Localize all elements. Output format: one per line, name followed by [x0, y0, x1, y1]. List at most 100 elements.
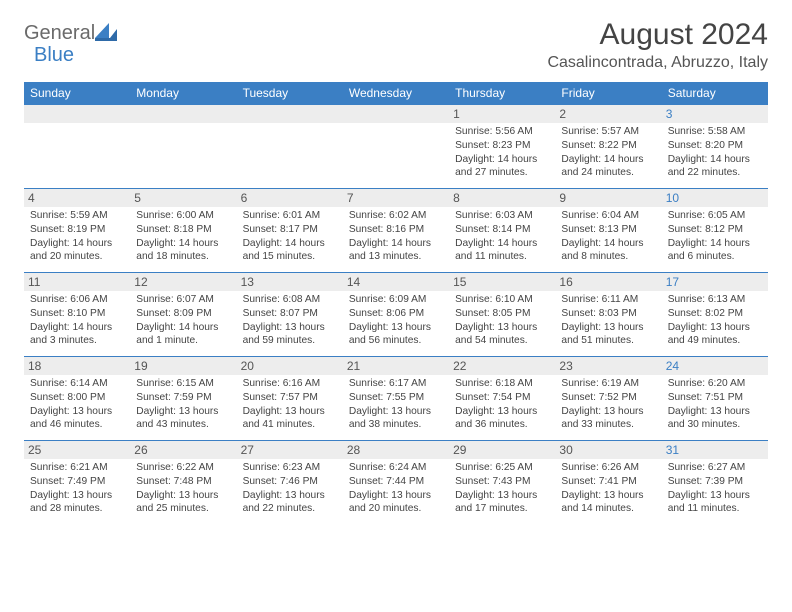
- day-number: 15: [449, 273, 555, 291]
- day-number: 8: [449, 189, 555, 207]
- calendar-cell: 12 Sunrise: 6:07 AMSunset: 8:09 PMDayligh…: [130, 273, 236, 357]
- day-number: 1: [449, 105, 555, 123]
- sun-times-text: Sunrise: 6:04 AMSunset: 8:13 PMDaylight:…: [561, 209, 655, 264]
- month-title: August 2024: [547, 18, 768, 52]
- day-header: Wednesday: [343, 82, 449, 105]
- sun-times-text: Sunrise: 6:13 AMSunset: 8:02 PMDaylight:…: [668, 293, 762, 348]
- calendar-cell: 20 Sunrise: 6:16 AMSunset: 7:57 PMDayligh…: [237, 357, 343, 441]
- location-text: Casalincontrada, Abruzzo, Italy: [547, 54, 768, 72]
- calendar-cell: 30Sunrise: 6:26 AMSunset: 7:41 PMDayligh…: [555, 441, 661, 525]
- logo: General: [24, 18, 119, 45]
- day-header: Saturday: [662, 82, 768, 105]
- logo-text-blue: Blue: [34, 44, 74, 67]
- calendar-week-row: 1Sunrise: 5:56 AMSunset: 8:23 PMDaylight…: [24, 105, 768, 189]
- day-number: 3: [662, 105, 768, 123]
- calendar-cell: 19 Sunrise: 6:15 AMSunset: 7:59 PMDayligh…: [130, 357, 236, 441]
- sun-times-text: Sunrise: 5:58 AMSunset: 8:20 PMDaylight:…: [668, 125, 762, 180]
- sun-times-text: Sunrise: 6:00 AMSunset: 8:18 PMDaylight:…: [136, 209, 230, 264]
- calendar-cell: 8 Sunrise: 6:03 AMSunset: 8:14 PMDaylight…: [449, 189, 555, 273]
- calendar-cell: 29 Sunrise: 6:25 AMSunset: 7:43 PMDayligh…: [449, 441, 555, 525]
- day-number: 17: [662, 273, 768, 291]
- sun-times-text: Sunrise: 5:59 AMSunset: 8:19 PMDaylight:…: [30, 209, 124, 264]
- sun-times-text: Sunrise: 6:10 AMSunset: 8:05 PMDaylight:…: [455, 293, 549, 348]
- calendar-cell: 7 Sunrise: 6:02 AMSunset: 8:16 PMDaylight…: [343, 189, 449, 273]
- sun-times-text: Sunrise: 6:24 AMSunset: 7:44 PMDaylight:…: [349, 461, 443, 516]
- calendar-cell: 24 Sunrise: 6:20 AMSunset: 7:51 PMDayligh…: [662, 357, 768, 441]
- day-number: 23: [555, 357, 661, 375]
- calendar-cell: 6Sunrise: 6:01 AMSunset: 8:17 PMDaylight…: [237, 189, 343, 273]
- calendar-cell: 28Sunrise: 6:24 AMSunset: 7:44 PMDayligh…: [343, 441, 449, 525]
- calendar-cell: [237, 105, 343, 189]
- day-number: 18: [24, 357, 130, 375]
- calendar-cell: 1Sunrise: 5:56 AMSunset: 8:23 PMDaylight…: [449, 105, 555, 189]
- sun-times-text: Sunrise: 5:57 AMSunset: 8:22 PMDaylight:…: [561, 125, 655, 180]
- sun-times-text: Sunrise: 6:20 AMSunset: 7:51 PMDaylight:…: [668, 377, 762, 432]
- sun-times-text: Sunrise: 6:25 AMSunset: 7:43 PMDaylight:…: [455, 461, 549, 516]
- day-number: 12: [130, 273, 236, 291]
- calendar-cell: 21Sunrise: 6:17 AMSunset: 7:55 PMDayligh…: [343, 357, 449, 441]
- calendar-cell: 25 Sunrise: 6:21 AMSunset: 7:49 PMDayligh…: [24, 441, 130, 525]
- calendar-cell: [343, 105, 449, 189]
- day-number: 21: [343, 357, 449, 375]
- sun-times-text: Sunrise: 6:14 AMSunset: 8:00 PMDaylight:…: [30, 377, 124, 432]
- day-number: 19: [130, 357, 236, 375]
- day-number: 7: [343, 189, 449, 207]
- calendar-cell: 5 Sunrise: 6:00 AMSunset: 8:18 PMDaylight…: [130, 189, 236, 273]
- day-header: Sunday: [24, 82, 130, 105]
- day-number: [237, 105, 343, 123]
- sun-times-text: Sunrise: 6:16 AMSunset: 7:57 PMDaylight:…: [243, 377, 337, 432]
- calendar-week-row: 4 Sunrise: 5:59 AMSunset: 8:19 PMDaylight…: [24, 189, 768, 273]
- calendar-cell: 18 Sunrise: 6:14 AMSunset: 8:00 PMDayligh…: [24, 357, 130, 441]
- sun-times-text: Sunrise: 6:15 AMSunset: 7:59 PMDaylight:…: [136, 377, 230, 432]
- day-number: 31: [662, 441, 768, 459]
- day-number: 22: [449, 357, 555, 375]
- calendar-cell: 10Sunrise: 6:05 AMSunset: 8:12 PMDayligh…: [662, 189, 768, 273]
- day-number: 20: [237, 357, 343, 375]
- calendar-cell: 22Sunrise: 6:18 AMSunset: 7:54 PMDayligh…: [449, 357, 555, 441]
- day-header: Thursday: [449, 82, 555, 105]
- calendar-cell: 16 Sunrise: 6:11 AMSunset: 8:03 PMDayligh…: [555, 273, 661, 357]
- day-number: 14: [343, 273, 449, 291]
- logo-text-general: General: [24, 22, 95, 45]
- sun-times-text: Sunrise: 6:19 AMSunset: 7:52 PMDaylight:…: [561, 377, 655, 432]
- day-number: 5: [130, 189, 236, 207]
- calendar-cell: 2 Sunrise: 5:57 AMSunset: 8:22 PMDaylight…: [555, 105, 661, 189]
- calendar-cell: 13Sunrise: 6:08 AMSunset: 8:07 PMDayligh…: [237, 273, 343, 357]
- sun-times-text: Sunrise: 6:21 AMSunset: 7:49 PMDaylight:…: [30, 461, 124, 516]
- sun-times-text: Sunrise: 6:22 AMSunset: 7:48 PMDaylight:…: [136, 461, 230, 516]
- sun-times-text: Sunrise: 6:02 AMSunset: 8:16 PMDaylight:…: [349, 209, 443, 264]
- calendar-week-row: 11Sunrise: 6:06 AMSunset: 8:10 PMDayligh…: [24, 273, 768, 357]
- sun-times-text: Sunrise: 6:26 AMSunset: 7:41 PMDaylight:…: [561, 461, 655, 516]
- day-number: [343, 105, 449, 123]
- calendar-cell: 26 Sunrise: 6:22 AMSunset: 7:48 PMDayligh…: [130, 441, 236, 525]
- day-number: 26: [130, 441, 236, 459]
- day-number: 25: [24, 441, 130, 459]
- sun-times-text: Sunrise: 6:03 AMSunset: 8:14 PMDaylight:…: [455, 209, 549, 264]
- day-number: 29: [449, 441, 555, 459]
- calendar-body: 1Sunrise: 5:56 AMSunset: 8:23 PMDaylight…: [24, 105, 768, 525]
- calendar-cell: 23 Sunrise: 6:19 AMSunset: 7:52 PMDayligh…: [555, 357, 661, 441]
- day-number: 9: [555, 189, 661, 207]
- day-number: 2: [555, 105, 661, 123]
- header: General August 2024 Casalincontrada, Abr…: [24, 18, 768, 72]
- sun-times-text: Sunrise: 6:06 AMSunset: 8:10 PMDaylight:…: [30, 293, 124, 348]
- calendar-cell: 4 Sunrise: 5:59 AMSunset: 8:19 PMDaylight…: [24, 189, 130, 273]
- day-number: 4: [24, 189, 130, 207]
- title-block: August 2024 Casalincontrada, Abruzzo, It…: [547, 18, 768, 72]
- sun-times-text: Sunrise: 6:07 AMSunset: 8:09 PMDaylight:…: [136, 293, 230, 348]
- calendar-cell: 15 Sunrise: 6:10 AMSunset: 8:05 PMDayligh…: [449, 273, 555, 357]
- calendar-cell: 14Sunrise: 6:09 AMSunset: 8:06 PMDayligh…: [343, 273, 449, 357]
- day-number: 27: [237, 441, 343, 459]
- day-number: 16: [555, 273, 661, 291]
- calendar-cell: 17 Sunrise: 6:13 AMSunset: 8:02 PMDayligh…: [662, 273, 768, 357]
- day-number: 24: [662, 357, 768, 375]
- calendar-week-row: 25 Sunrise: 6:21 AMSunset: 7:49 PMDayligh…: [24, 441, 768, 525]
- logo-sail-icon: [95, 23, 117, 46]
- calendar-table: Sunday Monday Tuesday Wednesday Thursday…: [24, 82, 768, 525]
- day-header-row: Sunday Monday Tuesday Wednesday Thursday…: [24, 82, 768, 105]
- sun-times-text: Sunrise: 6:05 AMSunset: 8:12 PMDaylight:…: [668, 209, 762, 264]
- day-number: 13: [237, 273, 343, 291]
- day-number: [24, 105, 130, 123]
- day-number: 6: [237, 189, 343, 207]
- sun-times-text: Sunrise: 6:11 AMSunset: 8:03 PMDaylight:…: [561, 293, 655, 348]
